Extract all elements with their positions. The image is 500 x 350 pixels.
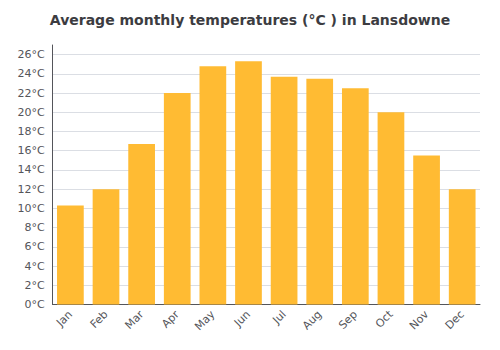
- svg-text:Apr: Apr: [159, 308, 182, 331]
- svg-text:14°C: 14°C: [17, 163, 44, 176]
- svg-text:Nov: Nov: [407, 308, 432, 333]
- svg-text:Jul: Jul: [269, 308, 288, 327]
- svg-text:2°C: 2°C: [24, 279, 44, 292]
- svg-text:Dec: Dec: [443, 308, 467, 332]
- svg-text:May: May: [192, 308, 218, 334]
- svg-text:0°C: 0°C: [24, 298, 44, 311]
- svg-text:Oct: Oct: [373, 307, 396, 330]
- svg-text:Sep: Sep: [336, 308, 360, 332]
- svg-text:16°C: 16°C: [17, 144, 44, 157]
- svg-text:20°C: 20°C: [17, 106, 44, 119]
- svg-text:26°C: 26°C: [17, 48, 44, 61]
- svg-text:22°C: 22°C: [17, 87, 44, 100]
- svg-text:18°C: 18°C: [17, 125, 44, 138]
- svg-text:Jun: Jun: [231, 308, 253, 330]
- svg-text:6°C: 6°C: [24, 240, 44, 253]
- svg-text:Jan: Jan: [53, 308, 75, 330]
- svg-text:Aug: Aug: [300, 308, 324, 332]
- svg-text:10°C: 10°C: [17, 202, 44, 215]
- svg-text:Average monthly temperatures (: Average monthly temperatures (°C ) in La…: [50, 12, 450, 28]
- svg-text:Feb: Feb: [88, 308, 111, 331]
- svg-text:Mar: Mar: [122, 308, 146, 332]
- svg-text:12°C: 12°C: [17, 183, 44, 196]
- svg-text:4°C: 4°C: [24, 260, 44, 273]
- svg-text:8°C: 8°C: [24, 221, 44, 234]
- svg-text:24°C: 24°C: [17, 67, 44, 80]
